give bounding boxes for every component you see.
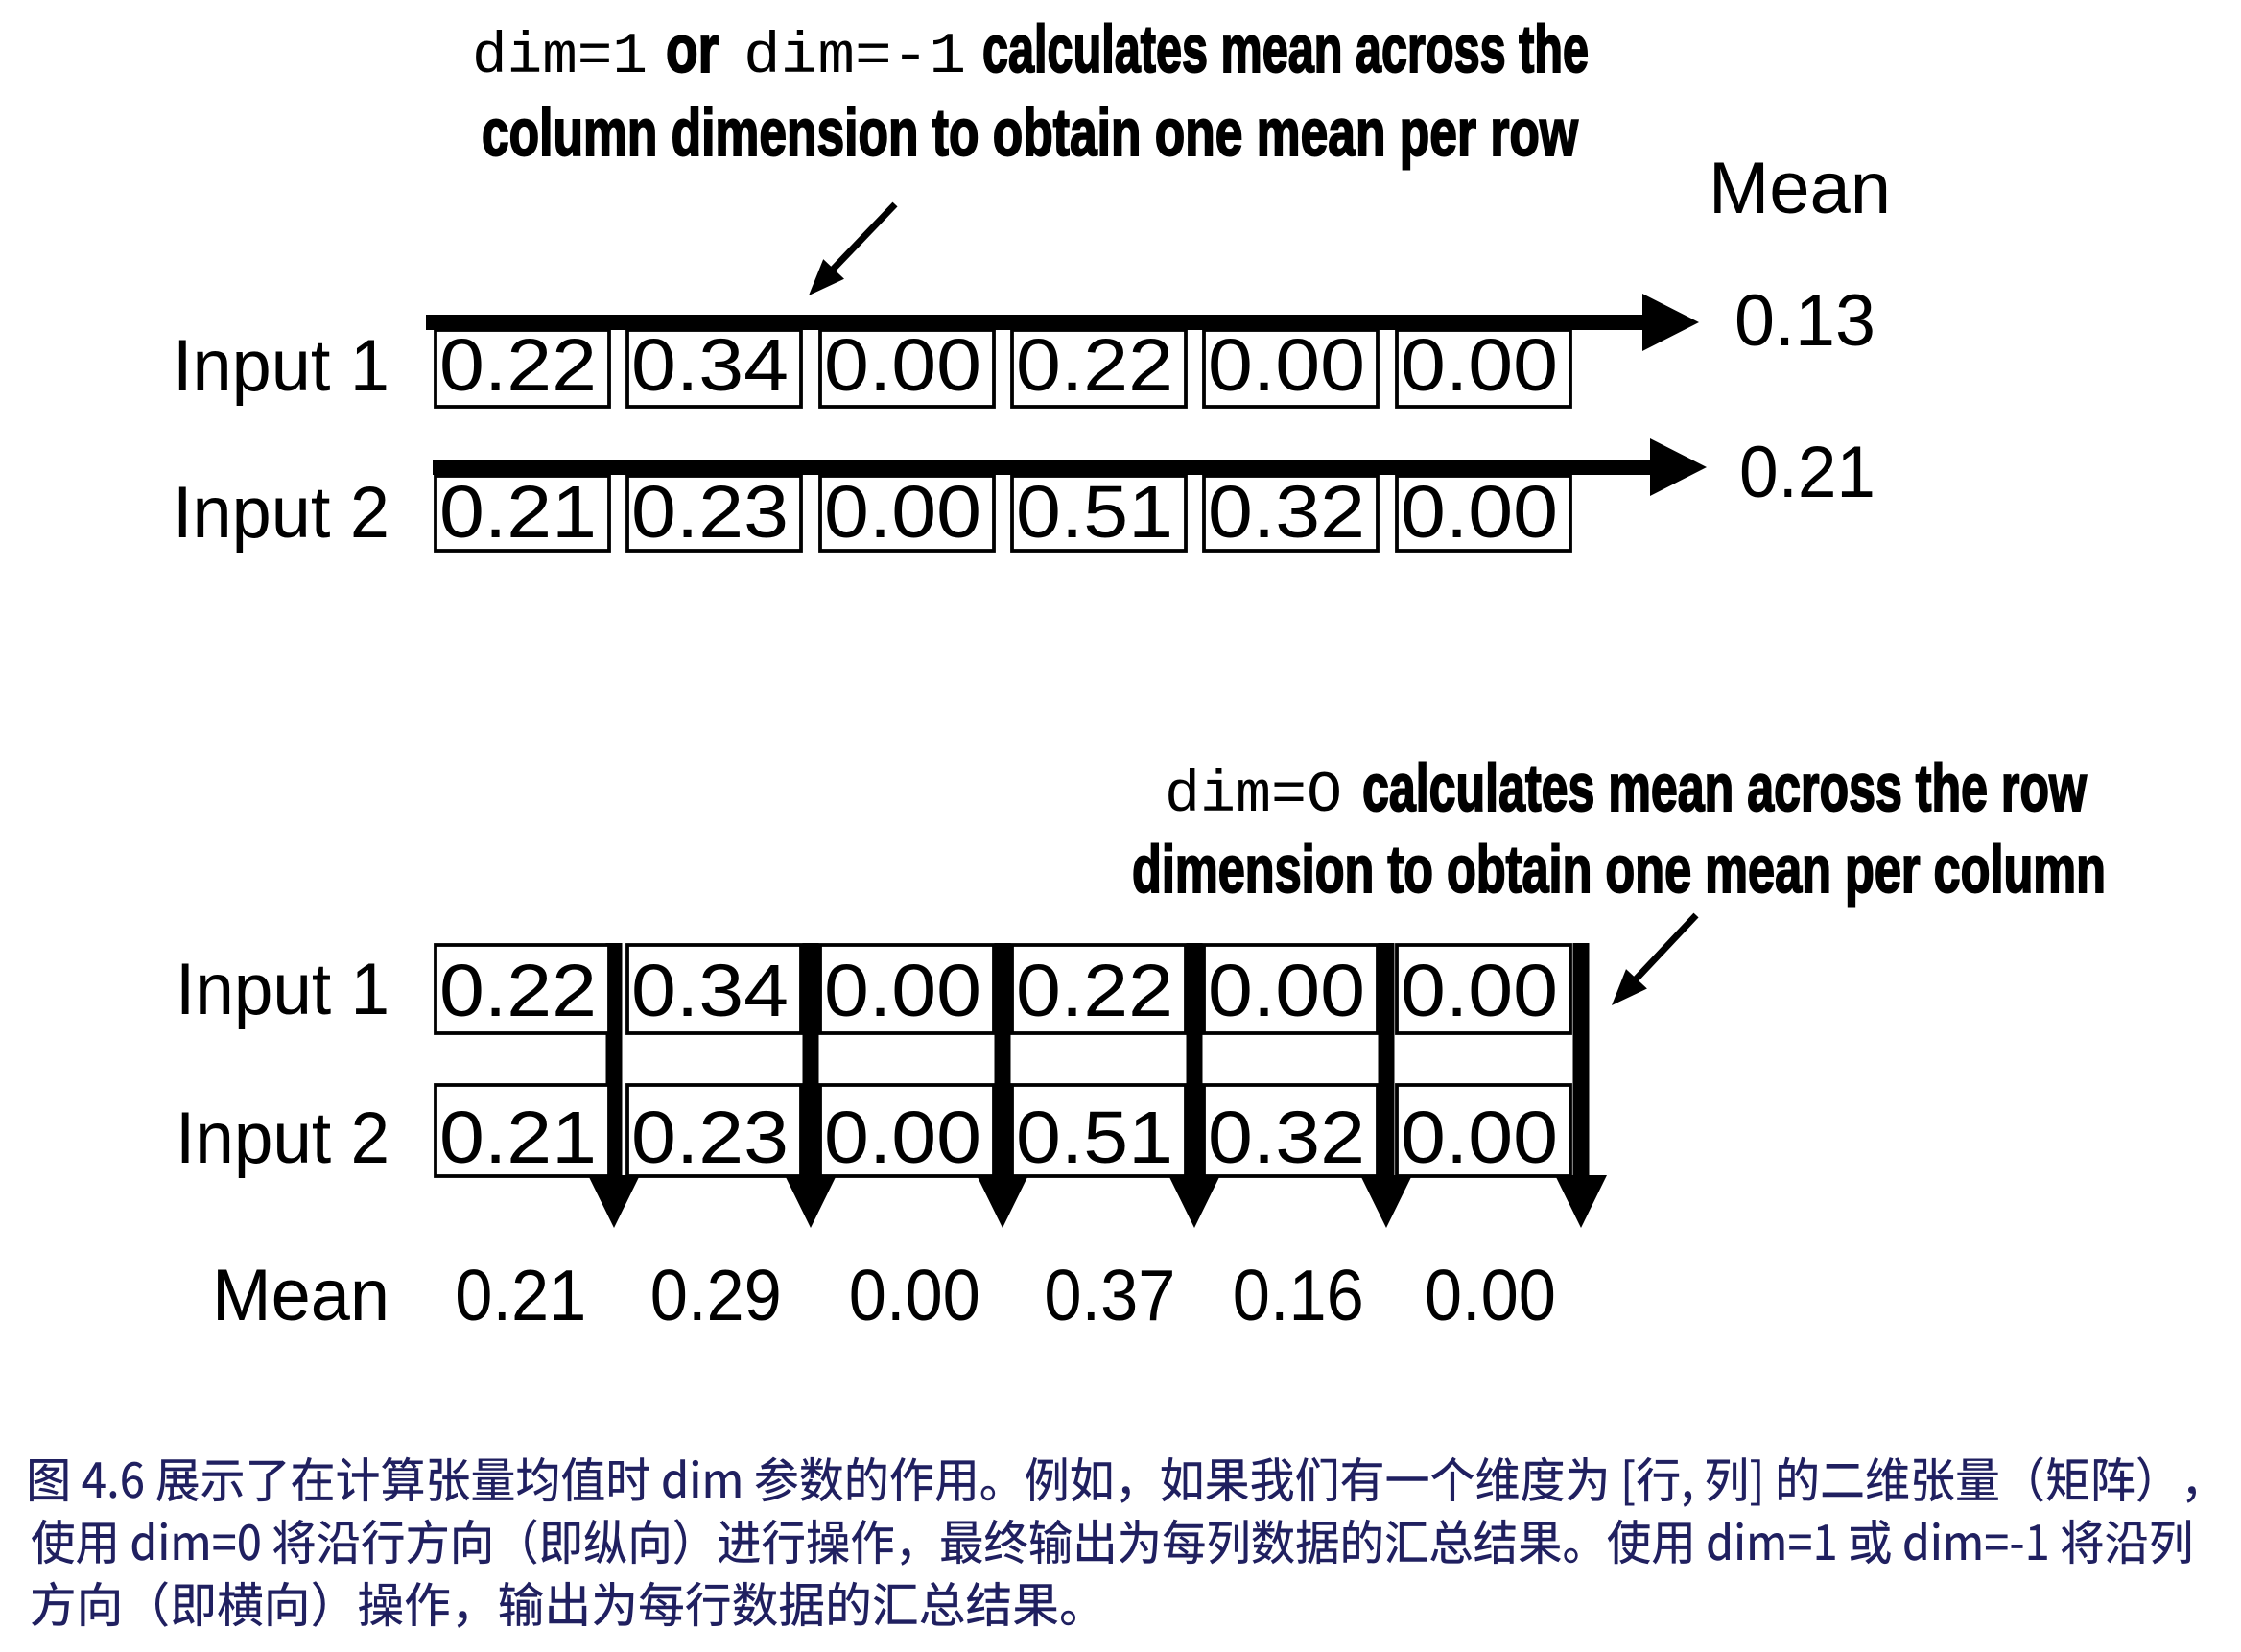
svg-text:0.22: 0.22 — [1016, 950, 1173, 1032]
svg-text:0.00: 0.00 — [824, 324, 981, 407]
svg-text:0.00: 0.00 — [824, 1097, 981, 1179]
svg-text:dim=-1: dim=-1 — [743, 25, 966, 90]
svg-text:calculates mean across the: calculates mean across the — [982, 12, 1589, 86]
svg-text:0.34: 0.34 — [631, 950, 789, 1032]
svg-text:or: or — [666, 12, 719, 86]
svg-text:0.34: 0.34 — [631, 324, 789, 407]
svg-text:0.32: 0.32 — [1208, 471, 1365, 554]
svg-text:dim=O: dim=O — [1165, 764, 1342, 829]
svg-text:0.22: 0.22 — [1016, 324, 1173, 407]
svg-text:Mean: Mean — [212, 1255, 389, 1336]
svg-text:0.21: 0.21 — [455, 1255, 586, 1335]
svg-text:0.21: 0.21 — [439, 471, 597, 554]
svg-text:0.51: 0.51 — [1016, 471, 1173, 554]
svg-text:0.13: 0.13 — [1734, 280, 1875, 362]
svg-text:0.23: 0.23 — [631, 1097, 789, 1179]
svg-text:calculates mean across the row: calculates mean across the row — [1362, 750, 2087, 825]
svg-text:column dimension to obtain one: column dimension to obtain one mean per … — [482, 95, 1578, 170]
svg-text:0.21: 0.21 — [1739, 432, 1875, 513]
svg-text:Input 1: Input 1 — [176, 949, 389, 1030]
svg-text:0.00: 0.00 — [824, 950, 981, 1032]
svg-text:0.00: 0.00 — [1401, 950, 1558, 1032]
svg-text:0.37: 0.37 — [1044, 1255, 1175, 1335]
svg-text:0.32: 0.32 — [1208, 1097, 1365, 1179]
svg-text:0.00: 0.00 — [1401, 1097, 1558, 1179]
svg-text:0.00: 0.00 — [1401, 324, 1558, 407]
svg-text:Mean: Mean — [1709, 148, 1891, 229]
svg-text:0.21: 0.21 — [439, 1097, 597, 1179]
svg-text:0.00: 0.00 — [849, 1255, 980, 1335]
svg-text:0.22: 0.22 — [439, 324, 597, 407]
svg-text:0.51: 0.51 — [1016, 1097, 1173, 1179]
svg-text:0.00: 0.00 — [1425, 1255, 1556, 1335]
svg-text:0.23: 0.23 — [631, 471, 789, 554]
svg-text:Input 2: Input 2 — [176, 1097, 389, 1179]
svg-text:dimension to obtain one mean p: dimension to obtain one mean per column — [1132, 832, 2106, 907]
svg-text:0.22: 0.22 — [439, 950, 597, 1032]
svg-text:0.16: 0.16 — [1233, 1255, 1364, 1335]
svg-text:0.00: 0.00 — [1401, 471, 1558, 554]
svg-text:dim=1: dim=1 — [472, 25, 648, 90]
svg-text:0.00: 0.00 — [1208, 324, 1365, 407]
svg-text:Input 1: Input 1 — [173, 325, 389, 407]
svg-text:Input 2: Input 2 — [173, 472, 389, 554]
svg-text:0.29: 0.29 — [650, 1255, 782, 1335]
svg-text:0.00: 0.00 — [824, 471, 981, 554]
svg-text:0.00: 0.00 — [1208, 950, 1365, 1032]
